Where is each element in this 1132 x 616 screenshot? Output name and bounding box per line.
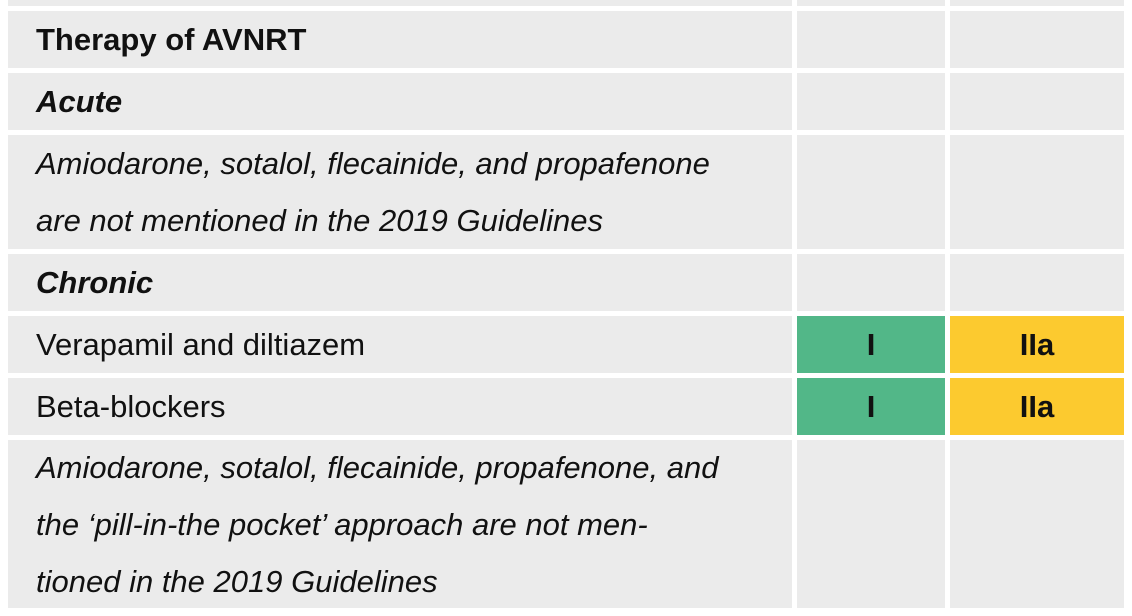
chronic-note-line-3: tioned in the 2019 Guidelines xyxy=(36,563,438,599)
top-cell-label xyxy=(8,0,792,6)
chronic-heading-col2 xyxy=(797,254,945,311)
chronic-note-cell: Amiodarone, sotalol, flecainide, propafe… xyxy=(8,440,792,608)
class-I-badge: I xyxy=(866,388,876,424)
title-cell-col2 xyxy=(797,11,945,68)
table-row: Beta-blockers I IIa xyxy=(8,378,1124,435)
chronic-note-row: Amiodarone, sotalol, flecainide, propafe… xyxy=(8,440,1124,608)
chronic-heading-cell: Chronic xyxy=(8,254,792,311)
row-label: Beta-blockers xyxy=(36,389,226,424)
chronic-heading-row: Chronic xyxy=(8,254,1124,311)
chronic-heading: Chronic xyxy=(36,265,154,300)
title-row: Therapy of AVNRT xyxy=(8,11,1124,68)
title-cell: Therapy of AVNRT xyxy=(8,11,792,68)
table-row: Verapamil and diltiazem I IIa xyxy=(8,316,1124,373)
table-top-row-partial xyxy=(8,0,1124,6)
row-label-cell: Verapamil and diltiazem xyxy=(8,316,792,373)
chronic-note-col3 xyxy=(950,440,1124,608)
row-label-cell: Beta-blockers xyxy=(8,378,792,435)
acute-heading: Acute xyxy=(36,84,123,119)
acute-note-col3 xyxy=(950,135,1124,249)
title-cell-col3 xyxy=(950,11,1124,68)
acute-note-line-2: are not mentioned in the 2019 Guidelines xyxy=(36,203,604,238)
class-I-badge-cell: I xyxy=(797,378,945,435)
table-title: Therapy of AVNRT xyxy=(36,22,307,57)
top-cell-col3 xyxy=(950,0,1124,6)
class-IIa-badge-cell: IIa xyxy=(950,316,1124,373)
acute-note-row: Amiodarone, sotalol, flecainide, and pro… xyxy=(8,135,1124,249)
class-IIa-badge: IIa xyxy=(1019,388,1055,424)
acute-heading-col3 xyxy=(950,73,1124,130)
row-label: Verapamil and diltiazem xyxy=(36,327,366,362)
top-cell-col2 xyxy=(797,0,945,6)
class-IIa-badge-cell: IIa xyxy=(950,378,1124,435)
acute-note-line-1: Amiodarone, sotalol, flecainide, and pro… xyxy=(36,146,710,181)
acute-note-col2 xyxy=(797,135,945,249)
chronic-note-col2 xyxy=(797,440,945,608)
class-I-badge-cell: I xyxy=(797,316,945,373)
acute-heading-cell: Acute xyxy=(8,73,792,130)
class-IIa-badge: IIa xyxy=(1019,326,1055,362)
class-I-badge: I xyxy=(866,326,876,362)
therapy-table: Therapy of AVNRT Acute Amiodarone, sotal… xyxy=(8,0,1124,613)
chronic-heading-col3 xyxy=(950,254,1124,311)
acute-note-cell: Amiodarone, sotalol, flecainide, and pro… xyxy=(8,135,792,249)
acute-heading-col2 xyxy=(797,73,945,130)
acute-heading-row: Acute xyxy=(8,73,1124,130)
chronic-note-line-1: Amiodarone, sotalol, flecainide, propafe… xyxy=(36,449,719,485)
chronic-note-line-2: the ‘pill-in-the pocket’ approach are no… xyxy=(36,506,648,542)
